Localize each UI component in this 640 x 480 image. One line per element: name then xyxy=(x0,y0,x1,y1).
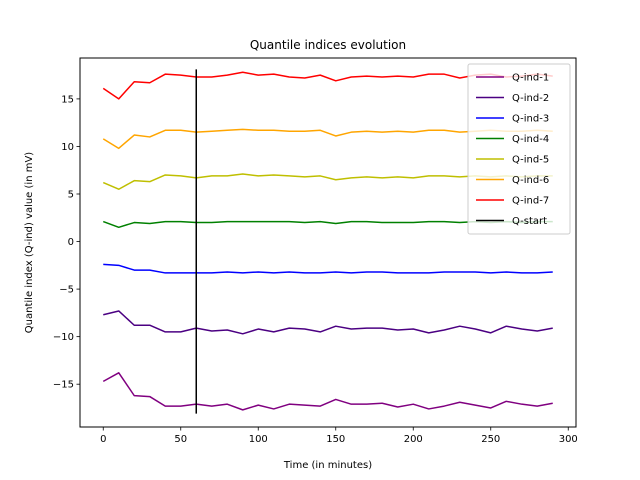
legend-label: Q-start xyxy=(512,216,547,227)
y-tick-label: −10 xyxy=(53,332,74,343)
x-tick-label: 300 xyxy=(559,434,578,445)
legend-label: Q-ind-1 xyxy=(512,73,549,84)
x-axis-title: Time (in minutes) xyxy=(283,460,372,471)
y-tick-label: −5 xyxy=(59,285,74,296)
series-line-q-ind-1 xyxy=(102,372,553,411)
chart-title: Quantile indices evolution xyxy=(250,38,406,52)
x-tick-label: 150 xyxy=(326,434,345,445)
y-axis-title: Quantile index (Q-ind) value (in mV) xyxy=(24,152,35,333)
y-tick-label: 15 xyxy=(61,94,74,105)
x-tick-label: 50 xyxy=(174,434,187,445)
legend-box xyxy=(467,63,571,235)
series-line-q-ind-2 xyxy=(103,310,553,335)
x-tick-label: 250 xyxy=(481,434,500,445)
legend-label: Q-ind-3 xyxy=(512,114,549,125)
x-tick-label: 0 xyxy=(100,434,106,445)
y-axis-ticks: −15 −10 −5 0 5 10 15 xyxy=(53,94,80,391)
series-line-q-ind-3 xyxy=(103,263,553,274)
legend: Q-ind-1 Q-ind-2 Q-ind-3 Q-ind-4 Q-ind-5 Q-ind… xyxy=(467,63,571,235)
y-tick-label: −15 xyxy=(53,380,74,391)
x-axis-ticks: 0 50 100 150 200 250 300 xyxy=(100,427,578,445)
x-tick-label: 200 xyxy=(404,434,423,445)
legend-label: Q-ind-5 xyxy=(512,155,549,166)
x-tick-label: 100 xyxy=(249,434,268,445)
legend-label: Q-ind-6 xyxy=(512,175,549,186)
legend-label: Q-ind-7 xyxy=(512,196,549,207)
legend-label: Q-ind-4 xyxy=(512,134,549,145)
y-tick-label: 10 xyxy=(61,142,74,153)
y-tick-label: 5 xyxy=(68,189,74,200)
plot-area-frame xyxy=(79,57,577,428)
y-tick-label: 0 xyxy=(68,237,74,248)
legend-label: Q-ind-2 xyxy=(512,93,549,104)
